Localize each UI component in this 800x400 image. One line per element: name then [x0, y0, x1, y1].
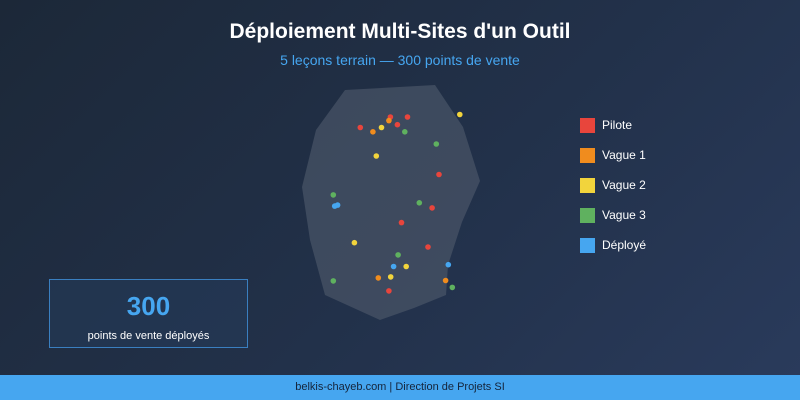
store-point [395, 252, 401, 258]
page-subtitle: 5 leçons terrain — 300 points de vente [280, 52, 520, 68]
store-point [403, 263, 410, 270]
store-point [394, 121, 401, 128]
store-point [386, 288, 392, 294]
store-point [375, 275, 382, 281]
store-point [398, 219, 405, 226]
store-point [449, 284, 456, 291]
legend-label: Vague 1 [602, 148, 646, 162]
legend-item-pilote: Pilote [580, 110, 646, 140]
store-point [357, 124, 364, 131]
store-point [330, 278, 337, 284]
legend: Pilote Vague 1 Vague 2 Vague 3 Déployé [580, 110, 646, 260]
store-point [378, 124, 385, 131]
store-point [390, 263, 397, 270]
legend-swatch [580, 237, 595, 253]
store-point [402, 129, 408, 135]
store-point [429, 205, 435, 211]
store-point [386, 117, 392, 124]
store-point [425, 244, 431, 250]
legend-item-vague-1: Vague 1 [580, 140, 646, 170]
store-point [404, 114, 411, 120]
legend-label: Pilote [602, 118, 633, 132]
footer: belkis-chayeb.com | Direction de Projets… [0, 375, 800, 400]
store-points [330, 111, 463, 294]
store-point [373, 153, 380, 159]
store-point [445, 261, 452, 268]
store-point [334, 202, 341, 208]
store-point [351, 239, 358, 246]
legend-label: Vague 2 [602, 178, 646, 192]
legend-swatch [580, 207, 595, 223]
legend-item-deploye: Déployé [580, 230, 646, 260]
store-point [387, 274, 394, 280]
store-point [416, 200, 423, 206]
legend-swatch [580, 117, 595, 133]
store-point [330, 192, 337, 198]
store-point [370, 129, 376, 135]
legend-swatch [580, 177, 595, 193]
store-point [436, 171, 442, 178]
store-point [442, 277, 449, 284]
stat-value: 300 [126, 291, 171, 321]
legend-swatch [580, 147, 595, 163]
stat-label: points de vente déployés [87, 330, 210, 342]
legend-item-vague-2: Vague 2 [580, 170, 646, 200]
page-title: Déploiement Multi-Sites d'un Outil [229, 20, 571, 43]
store-point [457, 111, 463, 118]
stat-card: 300 points de vente déployés [49, 279, 248, 348]
legend-label: Déployé [602, 238, 647, 252]
legend-label: Vague 3 [602, 208, 646, 222]
store-point [433, 141, 440, 147]
legend-item-vague-3: Vague 3 [580, 200, 646, 230]
